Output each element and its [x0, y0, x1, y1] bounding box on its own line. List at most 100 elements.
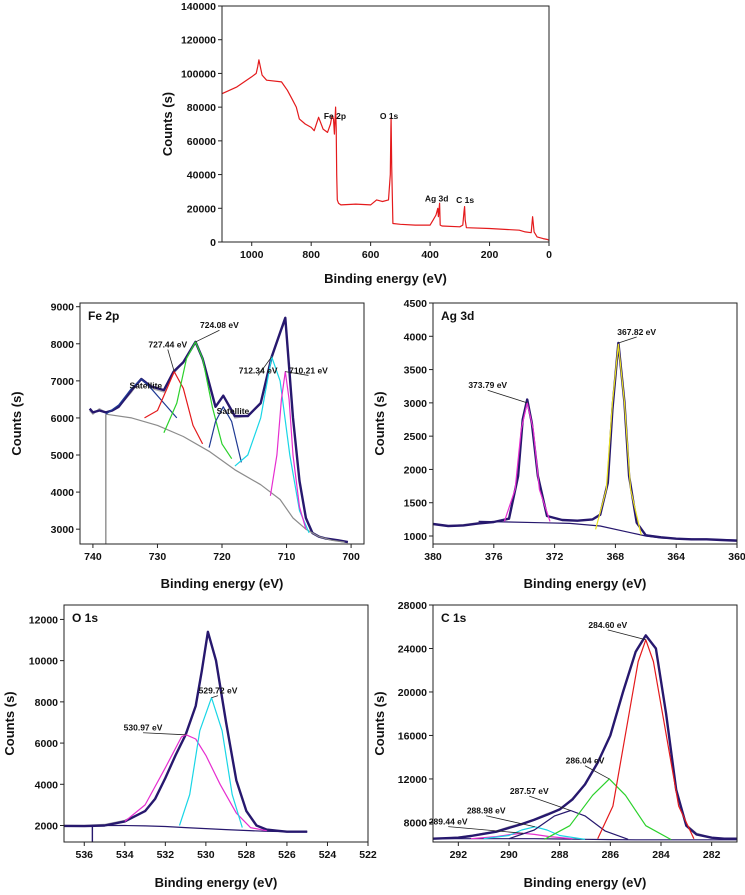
fe2p-leader-line-3: [285, 371, 309, 376]
fe2p-x-tick-label-3: 710: [278, 551, 296, 563]
fe2p-leader-line-1: [167, 349, 175, 372]
o1s-peak-label-1: 529.72 eV: [199, 686, 238, 696]
ag3d-plot-frame: [432, 302, 738, 545]
c1s-y-tick-label-4: 24000: [398, 643, 427, 655]
ag3d-x-tick-label-4: 364: [667, 551, 685, 563]
ag3d-series-background: [478, 520, 737, 541]
c1s-spectrum-panel: 292 290 288 286 284 282 8000 12000 16000 20000 240…: [372, 600, 738, 890]
o1s-x-tick-label-0: 536: [76, 849, 94, 861]
c1s-plot-frame: [432, 604, 738, 843]
survey-y-tick-label-4: 80000: [187, 102, 216, 114]
o1s-plot-frame: [63, 604, 369, 843]
c1s-x-axis-title: Binding energy (eV): [524, 875, 647, 890]
o1s-series-group: [64, 630, 308, 842]
fe2p-y-tick-label-0: 3000: [51, 524, 75, 536]
ag3d-y-tick-label-2: 2000: [404, 464, 428, 476]
ag3d-y-tick-label-0: 1000: [404, 531, 428, 543]
survey-y-tick-label-5: 100000: [181, 68, 216, 80]
survey-peak-label-3: C 1s: [456, 195, 474, 205]
ag3d-y-axis-title: Counts (s): [372, 391, 387, 455]
o1s-series-background: [92, 824, 308, 833]
ag3d-leader-line-0: [487, 389, 528, 404]
fe2p-y-axis-title: Counts (s): [9, 391, 24, 455]
c1s-series-286-04-ev: [544, 778, 672, 841]
survey-x-tick-label-0: 1000: [240, 249, 264, 261]
fe2p-peak-label-4: Satellite: [130, 380, 163, 390]
ag3d-x-tick-label-5: 360: [728, 551, 745, 563]
fe2p-x-tick-label-2: 720: [213, 551, 231, 563]
ag3d-x-tick-label-3: 368: [607, 551, 625, 563]
fe2p-series-envelope: [88, 316, 349, 544]
ag3d-series-group: [433, 341, 737, 542]
ag3d-x-tick-label-1: 376: [485, 551, 503, 563]
fe2p-series-background: [105, 413, 345, 543]
c1s-leader-line-4: [448, 826, 524, 834]
survey-y-tick-label-6: 120000: [181, 35, 216, 47]
c1s-panel-title: C 1s: [441, 611, 467, 625]
survey-x-axis-title: Binding energy (eV): [324, 271, 447, 286]
survey-y-tick-label-0: 0: [210, 237, 216, 249]
fe2p-peak-label-5: Satellite: [217, 406, 250, 416]
o1s-series-529-72-ev: [178, 697, 243, 828]
c1s-y-axis-title: Counts (s): [372, 691, 387, 755]
ag3d-peak-label-1: 367.82 eV: [617, 327, 656, 337]
o1s-leader-line-0: [143, 732, 186, 736]
ag3d-spectrum-panel: 380 376 372 368 364 360 1000 1500 2000 2500 3000 35…: [372, 298, 745, 591]
c1s-leader-line-3: [486, 815, 535, 828]
fe2p-plot-frame: [79, 302, 365, 545]
c1s-peak-label-1: 286.04 eV: [566, 756, 605, 766]
survey-y-tick-label-3: 60000: [187, 136, 216, 148]
fe2p-peak-label-1: 727.44 eV: [148, 339, 187, 349]
o1s-x-tick-label-6: 524: [319, 849, 337, 861]
ag3d-y-tick-label-5: 3500: [404, 365, 428, 377]
o1s-x-axis-title: Binding energy (eV): [155, 875, 278, 890]
survey-spectrum-panel: 1000 800 600 400 200 002000040000600008000010…: [160, 1, 552, 286]
survey-series-survey: [222, 59, 549, 241]
survey-plot-frame: [221, 5, 550, 243]
o1s-y-tick-label-4: 10000: [29, 656, 58, 668]
c1s-y-tick-label-2: 16000: [398, 730, 427, 742]
survey-x-tick-label-2: 600: [362, 249, 380, 261]
c1s-series-287-57-ev: [508, 809, 629, 840]
o1s-x-tick-label-3: 530: [197, 849, 215, 861]
o1s-y-axis-title: Counts (s): [2, 691, 17, 755]
c1s-x-tick-label-2: 288: [551, 849, 569, 861]
c1s-y-tick-label-0: 8000: [404, 817, 428, 829]
fe2p-spectrum-panel: 740 730 720 710 700 3000 4000 5000 6000 7000 8000 9…: [9, 302, 365, 591]
survey-y-axis-title: Counts (s): [160, 92, 175, 156]
ag3d-x-tick-label-2: 372: [546, 551, 564, 563]
o1s-x-tick-label-7: 522: [359, 849, 377, 861]
fe2p-y-tick-label-3: 6000: [51, 413, 75, 425]
c1s-x-tick-label-5: 282: [703, 849, 721, 861]
o1s-x-tick-label-1: 534: [116, 849, 134, 861]
fe2p-series-group: [88, 316, 349, 544]
o1s-x-tick-label-5: 526: [278, 849, 296, 861]
ag3d-series-envelope: [433, 341, 737, 542]
ag3d-x-tick-label-0: 380: [424, 551, 442, 563]
o1s-series-530-97-ev: [124, 734, 267, 832]
c1s-x-tick-label-4: 284: [652, 849, 670, 861]
o1s-y-tick-label-2: 6000: [35, 738, 59, 750]
fe2p-panel-title: Fe 2p: [88, 309, 119, 323]
c1s-leader-line-0: [607, 629, 646, 641]
fe2p-series-satellite-2p1-2: [105, 378, 178, 419]
fe2p-series-satellite-2p3-2: [208, 406, 242, 463]
ag3d-series-367-82-ev: [595, 343, 642, 535]
fe2p-peak-label-3: 710.21 eV: [289, 365, 328, 375]
o1s-y-tick-label-5: 12000: [29, 614, 58, 626]
c1s-peak-label-0: 284.60 eV: [588, 620, 627, 630]
fe2p-y-tick-label-6: 9000: [51, 302, 75, 314]
ag3d-y-tick-label-6: 4000: [404, 331, 428, 343]
fe2p-y-tick-label-5: 8000: [51, 339, 75, 351]
c1s-peak-label-4: 289.44 eV: [429, 817, 468, 827]
fe2p-x-axis-title: Binding energy (eV): [161, 576, 284, 591]
survey-peak-label-0: Fe 2p: [324, 111, 346, 121]
fe2p-x-tick-label-0: 740: [84, 551, 102, 563]
o1s-spectrum-panel: 536 534 532 530 528 526 524 522 2000 4000 6000 8000…: [2, 604, 377, 890]
survey-x-tick-label-5: 0: [546, 249, 552, 261]
o1s-series-envelope: [64, 630, 308, 833]
c1s-y-tick-label-5: 28000: [398, 600, 427, 612]
o1s-x-tick-label-2: 532: [157, 849, 175, 861]
survey-y-tick-label-2: 40000: [187, 170, 216, 182]
